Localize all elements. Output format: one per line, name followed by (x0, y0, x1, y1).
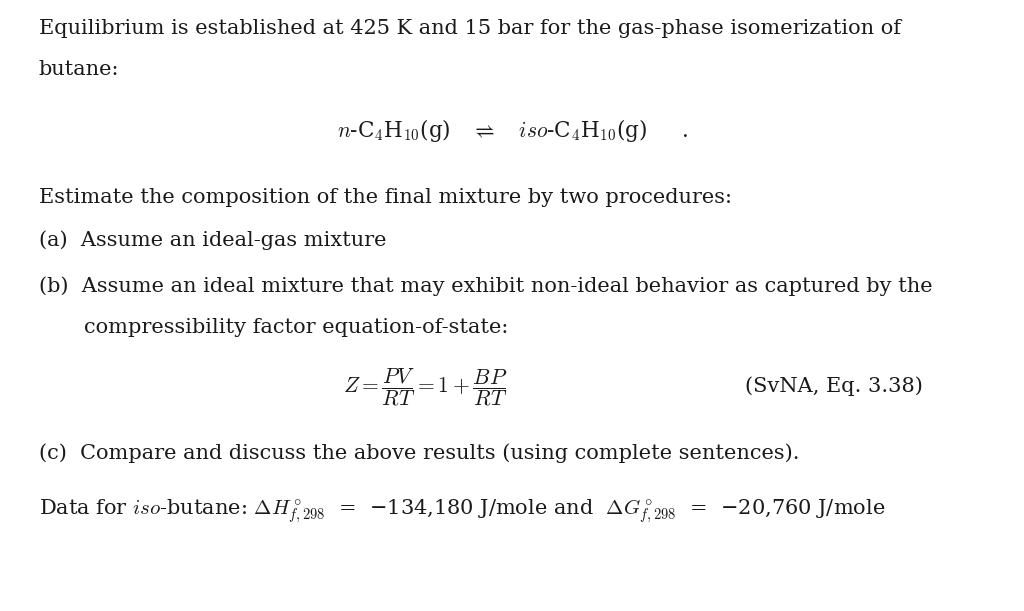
Text: compressibility factor equation-of-state:: compressibility factor equation-of-state… (84, 318, 508, 337)
Text: $Z = \dfrac{PV}{RT} = 1 + \dfrac{BP}{RT}$: $Z = \dfrac{PV}{RT} = 1 + \dfrac{BP}{RT}… (343, 367, 507, 408)
Text: butane:: butane: (39, 59, 120, 79)
Text: (a)  Assume an ideal-gas mixture: (a) Assume an ideal-gas mixture (39, 230, 386, 251)
Text: $n$-C$_4$H$_{10}$(g)   $\rightleftharpoons$   $iso$-C$_4$H$_{10}$(g)     .: $n$-C$_4$H$_{10}$(g) $\rightleftharpoons… (337, 117, 687, 144)
Text: (c)  Compare and discuss the above results (using complete sentences).: (c) Compare and discuss the above result… (39, 444, 800, 464)
Text: Estimate the composition of the final mixture by two procedures:: Estimate the composition of the final mi… (39, 188, 732, 207)
Text: (b)  Assume an ideal mixture that may exhibit non-ideal behavior as captured by : (b) Assume an ideal mixture that may exh… (39, 276, 933, 296)
Text: Equilibrium is established at 425 K and 15 bar for the gas-phase isomerization o: Equilibrium is established at 425 K and … (39, 18, 901, 38)
Text: (SvNA, Eq. 3.38): (SvNA, Eq. 3.38) (745, 376, 924, 397)
Text: Data for $iso$-butane: $\Delta H^\circ_{f,298}$  =  −134,180 J/mole and  $\Delta: Data for $iso$-butane: $\Delta H^\circ_{… (39, 497, 885, 525)
